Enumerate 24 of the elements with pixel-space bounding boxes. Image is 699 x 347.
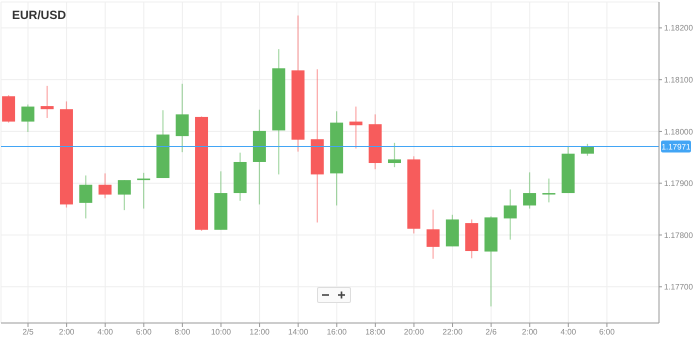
x-tick-label: 2:00 — [522, 328, 538, 337]
x-tick-label: 2:00 — [58, 328, 75, 337]
x-tick-label: 14:00 — [288, 328, 309, 337]
y-tick-label: 1.17700 — [664, 282, 694, 292]
x-tick-label: 6:00 — [599, 328, 616, 337]
x-tick-label: 2/6 — [486, 328, 498, 337]
x-tick-label: 10:00 — [210, 328, 232, 337]
x-tick-label: 4:00 — [560, 328, 577, 337]
ref-line-label: 1.17971 — [662, 142, 692, 152]
x-tick-label: 16:00 — [326, 328, 348, 337]
x-tick-label: 18:00 — [365, 328, 386, 337]
x-tick-label: 8:00 — [174, 328, 191, 337]
x-tick-label: 22:00 — [442, 328, 464, 337]
x-tick-label: 6:00 — [136, 328, 152, 337]
y-tick-label: 1.17800 — [664, 230, 694, 240]
x-tick-label: 4:00 — [97, 328, 114, 337]
y-tick-label: 1.18200 — [664, 24, 694, 33]
y-tick-label: 1.17900 — [664, 179, 694, 188]
text: EUR/USD — [12, 8, 66, 22]
x-tick-label: 12:00 — [250, 328, 270, 337]
x-tick-label: 2/5 — [22, 328, 34, 337]
y-tick-label: 1.18100 — [664, 76, 694, 84]
x-tick-label: 20:00 — [404, 328, 424, 337]
y-tick-label: 1.18000 — [664, 127, 694, 136]
